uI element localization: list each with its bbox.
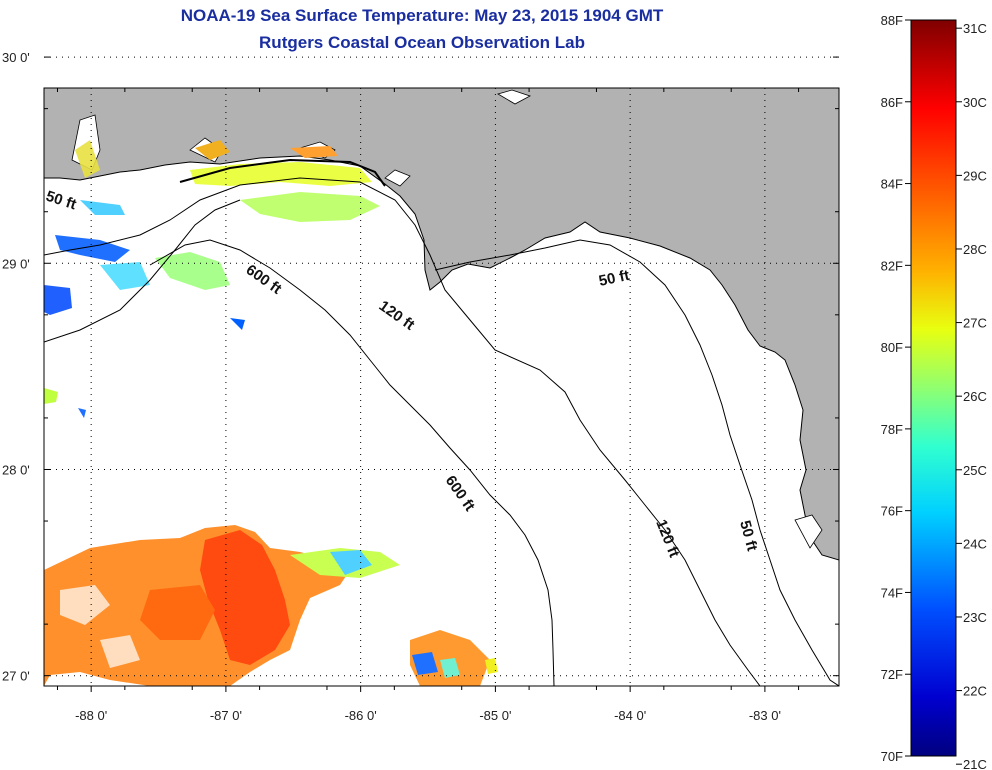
colorbar-label-c: 31C (963, 21, 987, 36)
colorbar-label-c: 23C (963, 610, 987, 625)
lon-tick-label: -83 0' (749, 708, 781, 723)
lon-tick-label: -86 0' (345, 708, 377, 723)
colorbar-label-c: 28C (963, 242, 987, 257)
colorbar-label-c: 26C (963, 389, 987, 404)
lat-tick-label: 30 0' (2, 50, 30, 65)
bathymetry-contours (44, 177, 839, 686)
colorbar-label-c: 21C (963, 757, 987, 770)
contour-label-50ft-east: 50 ft (597, 267, 631, 290)
colorbar-label-c: 30C (963, 95, 987, 110)
lat-tick-label: 28 0' (2, 462, 30, 477)
colorbar-label-f: 88F (881, 13, 903, 28)
sst-data-south (44, 525, 498, 686)
colorbar-label-c: 29C (963, 168, 987, 183)
lon-tick-label: -85 0' (479, 708, 511, 723)
graticule (44, 56, 839, 686)
lon-tick-label: -88 0' (75, 708, 107, 723)
lon-tick-label: -87 0' (210, 708, 242, 723)
lat-tick-label: 29 0' (2, 256, 30, 271)
colorbar-label-f: 72F (881, 667, 903, 682)
colorbar-label-f: 82F (881, 258, 903, 273)
colorbar-label-c: 22C (963, 684, 987, 699)
colorbar-label-f: 78F (881, 422, 903, 437)
lat-tick-label: 27 0' (2, 669, 30, 684)
colorbar-label-f: 74F (881, 585, 903, 600)
land-florida (44, 88, 839, 561)
colorbar-gradient (910, 19, 957, 757)
colorbar-label-c: 25C (963, 463, 987, 478)
colorbar-label-f: 76F (881, 504, 903, 519)
axis-ticks: -88 0' -87 0' -86 0' -85 0' -84 0' -83 0' 30 0… (2, 50, 839, 723)
lon-tick-label: -84 0' (614, 708, 646, 723)
sst-data-north (44, 140, 380, 418)
colorbar: 88F 86F 84F 82F 80F 78F 76F 74F 72F 70F 31C 30C 29C… (881, 13, 987, 770)
colorbar-label-c: 27C (963, 316, 987, 331)
colorbar-label-c: 24C (963, 536, 987, 551)
map-subtitle: Rutgers Coastal Ocean Observation Lab (259, 33, 585, 52)
colorbar-label-f: 70F (881, 749, 903, 764)
colorbar-label-f: 86F (881, 95, 903, 110)
colorbar-label-f: 84F (881, 177, 903, 192)
plot-frame (43, 87, 840, 687)
colorbar-label-f: 80F (881, 340, 903, 355)
map-title: NOAA-19 Sea Surface Temperature: May 23,… (180, 6, 664, 25)
